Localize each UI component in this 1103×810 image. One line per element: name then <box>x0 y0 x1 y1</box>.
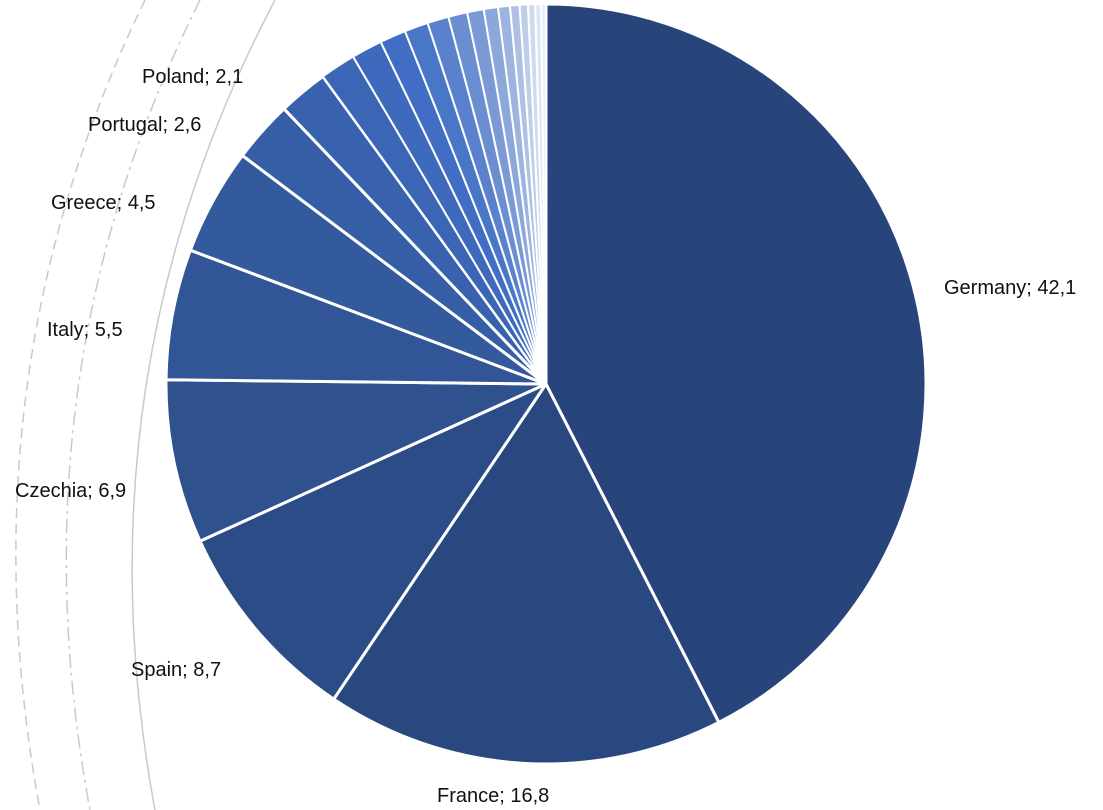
pie-slice-italy <box>164 248 548 386</box>
label-czechia: Czechia; 6,9 <box>15 480 126 502</box>
pie-slice-spain <box>198 382 548 701</box>
pie-slices <box>164 2 928 766</box>
label-france: France; 16,8 <box>437 785 549 807</box>
pie-slice-czechia <box>164 378 548 543</box>
background-guide-arcs <box>15 0 276 810</box>
guide-arc-inner <box>131 0 276 810</box>
pie-slice-minor-21 <box>540 3 547 385</box>
label-italy: Italy; 5,5 <box>47 319 123 341</box>
guide-arc-outer <box>15 0 146 810</box>
guide-arc-middle <box>65 0 201 810</box>
label-greece: Greece; 4,5 <box>51 192 156 214</box>
label-spain: Spain; 8,7 <box>131 659 221 681</box>
pie-slice-france <box>332 382 721 766</box>
pie-slice-germany <box>544 2 928 724</box>
label-portugal: Portugal; 2,6 <box>88 114 201 136</box>
label-germany: Germany; 42,1 <box>944 277 1076 299</box>
label-poland: Poland; 2,1 <box>142 66 243 88</box>
